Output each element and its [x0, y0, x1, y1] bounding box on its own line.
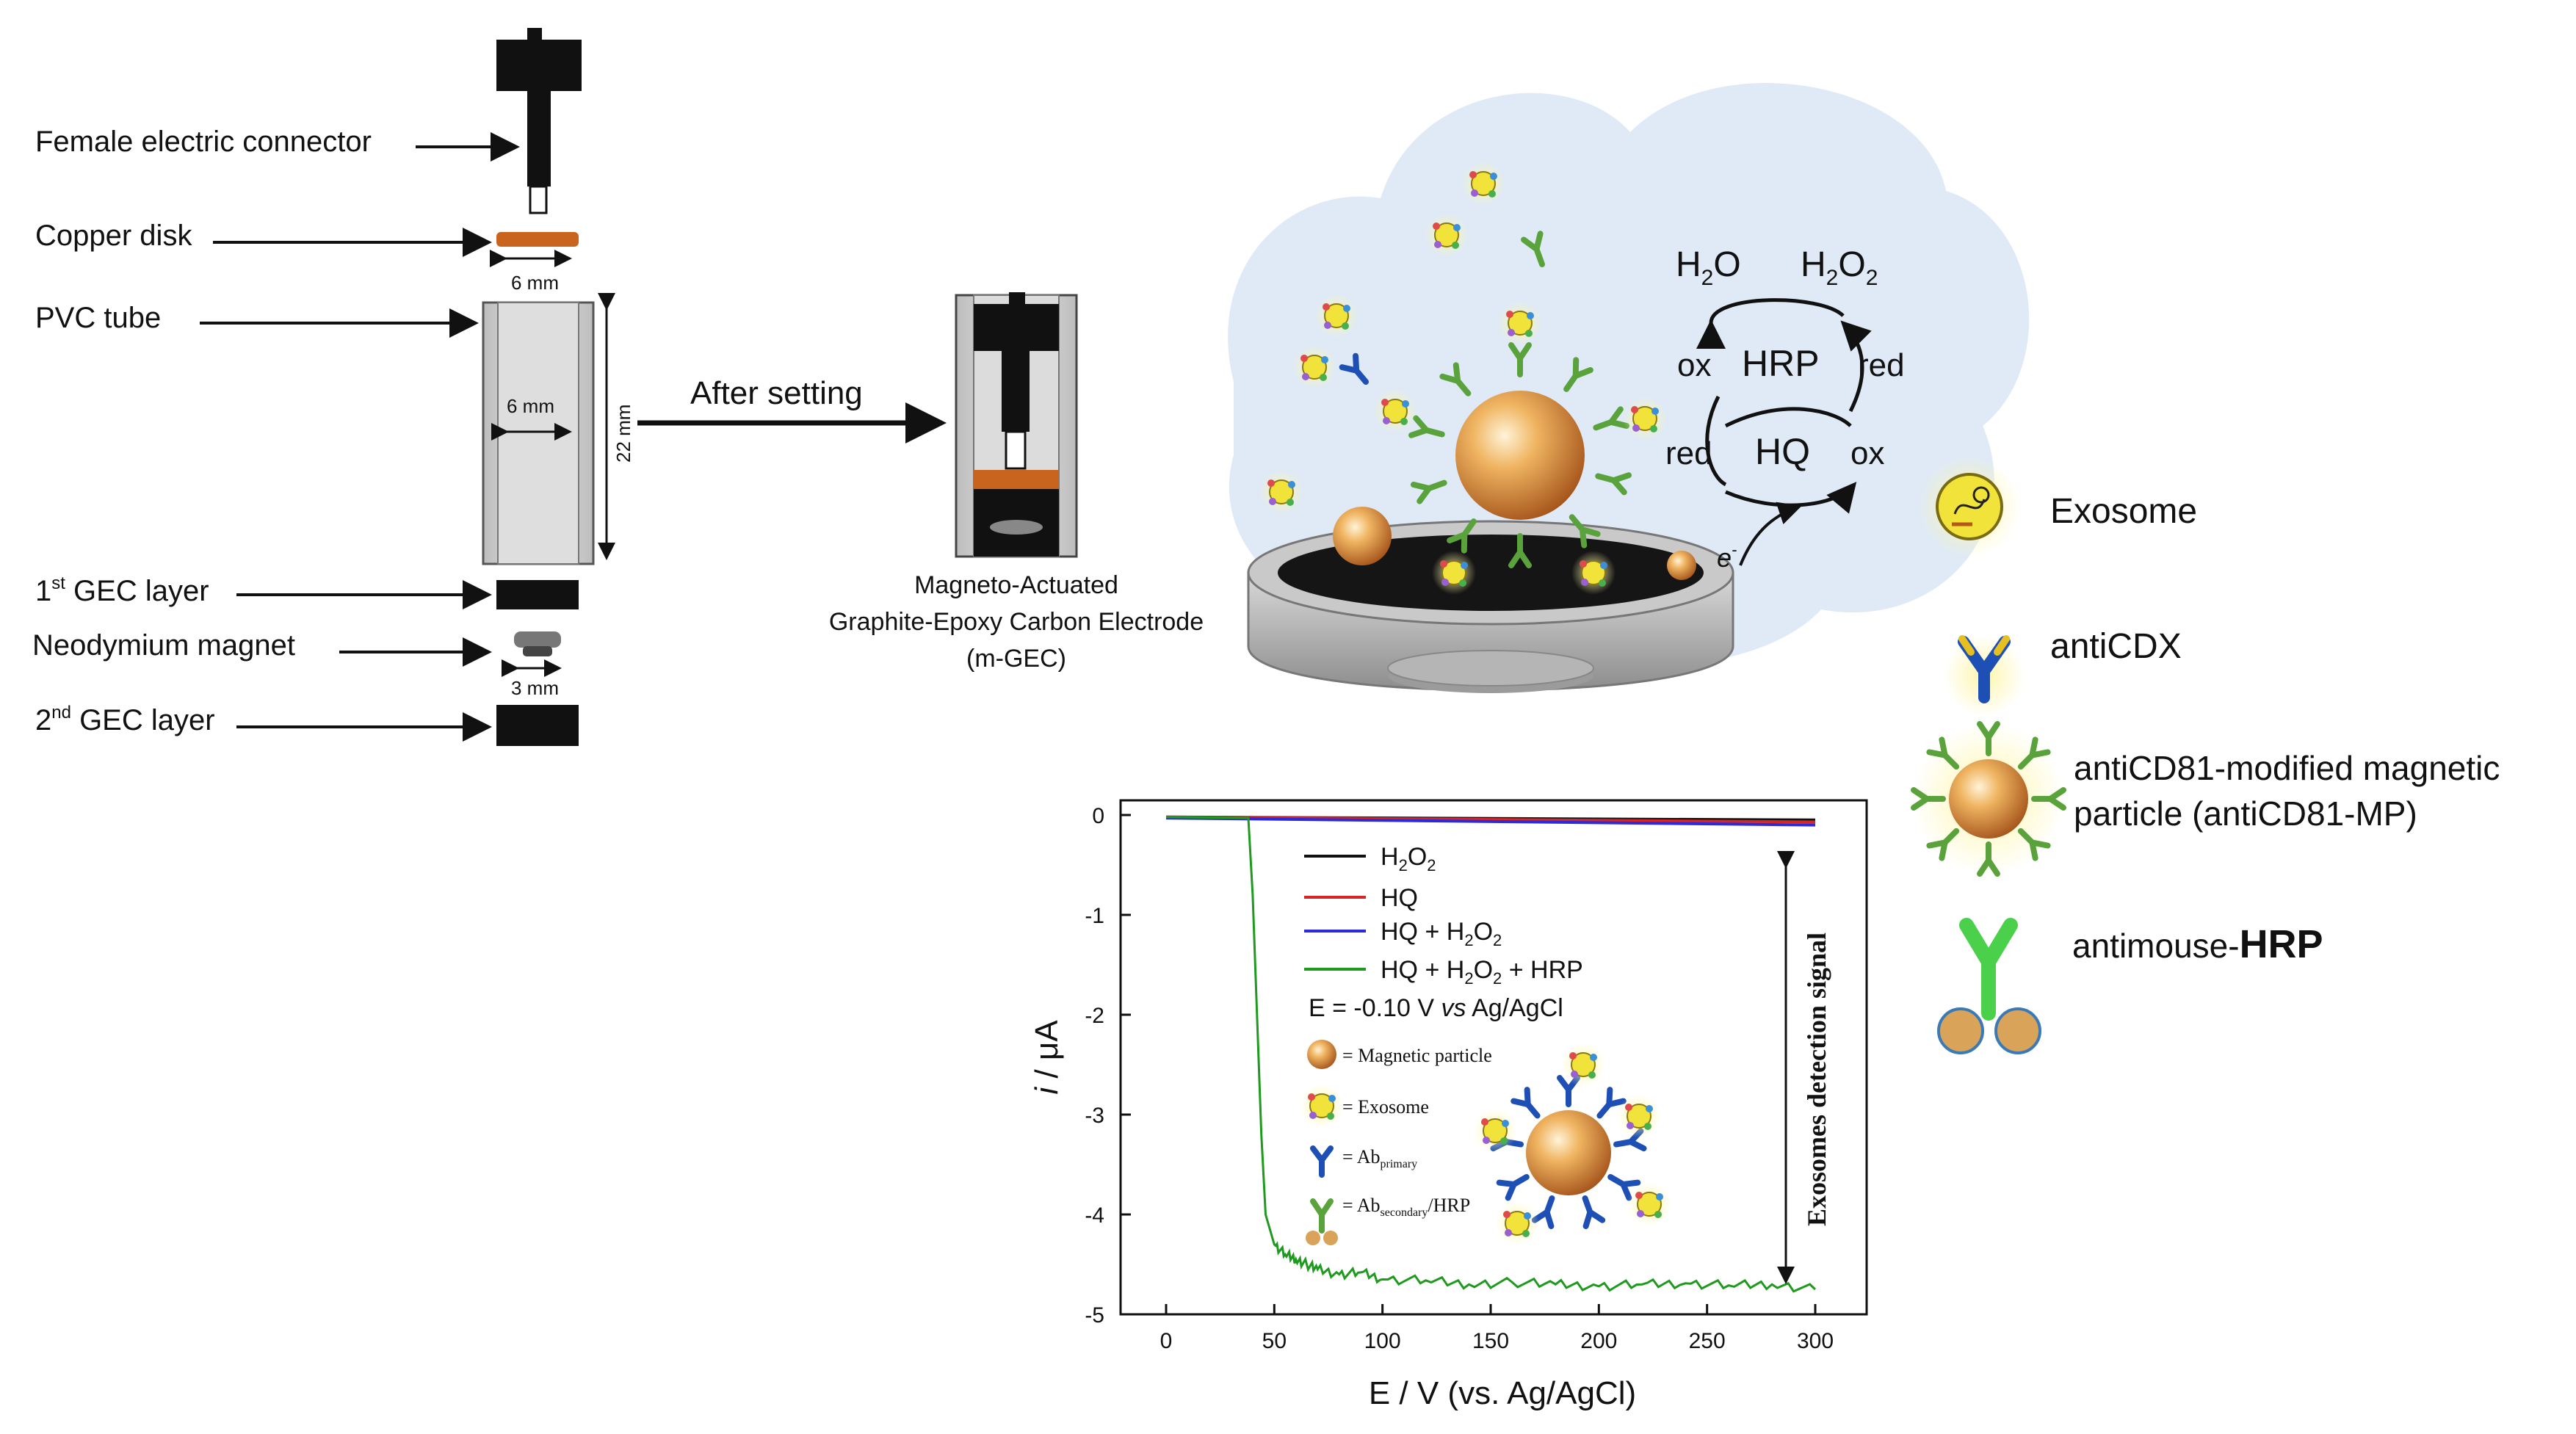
- pvc-height-dim: 22 mm: [612, 405, 634, 463]
- y-tick-label: -4: [1085, 1203, 1104, 1228]
- gec2-drawing: [496, 705, 579, 746]
- y-tick-label: 0: [1092, 804, 1104, 828]
- inset-ab-primary-text: = Abprimary: [1342, 1146, 1417, 1170]
- inset-magnetic-icon: [1307, 1040, 1336, 1069]
- red-right: red: [1858, 347, 1905, 383]
- label-female-connector: Female electric connector: [35, 126, 372, 158]
- y-tick-label: -5: [1085, 1303, 1104, 1328]
- ox-right: ox: [1850, 435, 1884, 471]
- anticdx-icon: [1943, 634, 2025, 717]
- legend-anticdx: antiCDX: [2050, 627, 2182, 666]
- gec1-drawing: [496, 580, 579, 609]
- legend-exosome: Exosome: [2050, 492, 2197, 531]
- after-setting-label: After setting: [690, 375, 863, 411]
- magnet-drawing: [514, 631, 561, 656]
- x-tick-label: 50: [1262, 1329, 1287, 1353]
- big-magnetic-particle: [1411, 345, 1629, 565]
- legend-hq: HQ: [1381, 884, 1418, 912]
- label-neodymium: Neodymium magnet: [32, 629, 295, 662]
- ox-left: ox: [1677, 347, 1711, 383]
- chart-series: [1165, 815, 1817, 1293]
- legend-hq-h2o2: HQ + H2O2: [1381, 918, 1502, 949]
- x-tick-label: 150: [1472, 1329, 1509, 1353]
- amperometry-chart: 0 50 100 150 200 250 300 0 -1 -2 -3 -4 -5 E / V (vs…: [1029, 799, 1868, 1411]
- y-axis-ticks: 0 -1 -2 -3 -4 -5: [1085, 804, 1131, 1328]
- y-axis-label: i / μA: [1029, 1020, 1065, 1095]
- hrp-label: HRP: [1742, 343, 1820, 384]
- label-copper-disk: Copper disk: [35, 220, 192, 252]
- h2o-label: H2O: [1676, 245, 1741, 290]
- component-legend: Exosome antiCDX antiCD81-modified magnet…: [1912, 455, 2500, 1054]
- legend-mp-line2: particle (antiCD81-MP): [2074, 794, 2417, 833]
- exosome-icon: [1918, 455, 2021, 558]
- mgec-label-1: Magneto-Actuated: [914, 571, 1118, 599]
- label-pvc-tube: PVC tube: [35, 302, 161, 334]
- inset-exosome-icon: [1299, 1083, 1345, 1129]
- electrode-dish: [1247, 520, 1734, 693]
- x-axis-label: E / V (vs. Ag/AgCl): [1369, 1375, 1636, 1411]
- pvc-tube-drawing: [482, 301, 595, 565]
- x-axis-ticks: 0 50 100 150 200 250 300: [1160, 1304, 1834, 1353]
- mgec-label-2: Graphite-Epoxy Carbon Electrode: [829, 608, 1204, 636]
- mgec-label-3: (m-GEC): [966, 645, 1066, 673]
- y-tick-label: -2: [1085, 1004, 1104, 1028]
- electrode-assembly: Female electric connector 6 mm Copper di…: [32, 28, 634, 746]
- x-tick-label: 100: [1364, 1329, 1401, 1353]
- series-line-3: [1165, 816, 1816, 827]
- redox-cycle: H2O H2O2 ox HRP red red HQ ox e-: [1665, 245, 1905, 573]
- legend-potential: E = -0.10 V vs Ag/AgCl: [1309, 994, 1563, 1022]
- pvc-inner-dim: 6 mm: [507, 395, 554, 417]
- hq-label: HQ: [1755, 431, 1810, 472]
- x-tick-label: 200: [1580, 1329, 1617, 1353]
- plot-frame: [1119, 799, 1868, 1316]
- label-gec1: 1st GEC layer: [35, 573, 209, 607]
- x-tick-label: 250: [1689, 1329, 1726, 1353]
- inset-ab-secondary-text: = Absecondary/HRP: [1342, 1195, 1470, 1219]
- inset-exosome-text: = Exosome: [1342, 1096, 1429, 1118]
- x-tick-label: 0: [1160, 1329, 1173, 1353]
- assay-scheme: H2O H2O2 ox HRP red red HQ ox e-: [1228, 82, 2030, 693]
- legend-h2o2: H2O2: [1381, 843, 1436, 874]
- inset-ab-secondary-icon: [1306, 1201, 1338, 1245]
- series-line-4: [1165, 816, 1817, 1293]
- copper-disk-drawing: [496, 232, 579, 247]
- label-gec2: 2nd GEC layer: [35, 703, 215, 736]
- legend-mp-line1: antiCD81-modified magnetic: [2074, 749, 2500, 787]
- inset-magnetic-text: = Magnetic particle: [1342, 1045, 1492, 1066]
- inset-particle-scheme: [1472, 1042, 1672, 1246]
- chart-legend: H2O2 HQ HQ + H2O2 HQ + H2O2 + HRP E = -0…: [1304, 843, 1583, 1022]
- y-tick-label: -3: [1085, 1104, 1104, 1128]
- small-magnetic-particle: [1333, 507, 1696, 580]
- red-left: red: [1665, 435, 1712, 471]
- magnetic-particle-icon: [1912, 723, 2065, 875]
- legend-hq-h2o2-hrp: HQ + H2O2 + HRP: [1381, 956, 1583, 988]
- detection-signal-label: Exosomes detection signal: [1802, 933, 1831, 1226]
- y-tick-label: -1: [1085, 904, 1104, 928]
- legend-antimouse: antimouse-HRP: [2072, 922, 2323, 966]
- copper-dim: 6 mm: [511, 272, 559, 294]
- x-tick-label: 300: [1797, 1329, 1834, 1353]
- mgec-drawing: [955, 292, 1078, 558]
- h2o2-label: H2O2: [1801, 245, 1878, 290]
- electron-label: e-: [1717, 540, 1737, 573]
- magnet-dim: 3 mm: [511, 677, 559, 699]
- antimouse-hrp-icon: [1937, 918, 2041, 1054]
- female-connector-drawing: [496, 28, 582, 214]
- inset-legend: = Magnetic particle = Exosome = Abprimar…: [1299, 1040, 1672, 1246]
